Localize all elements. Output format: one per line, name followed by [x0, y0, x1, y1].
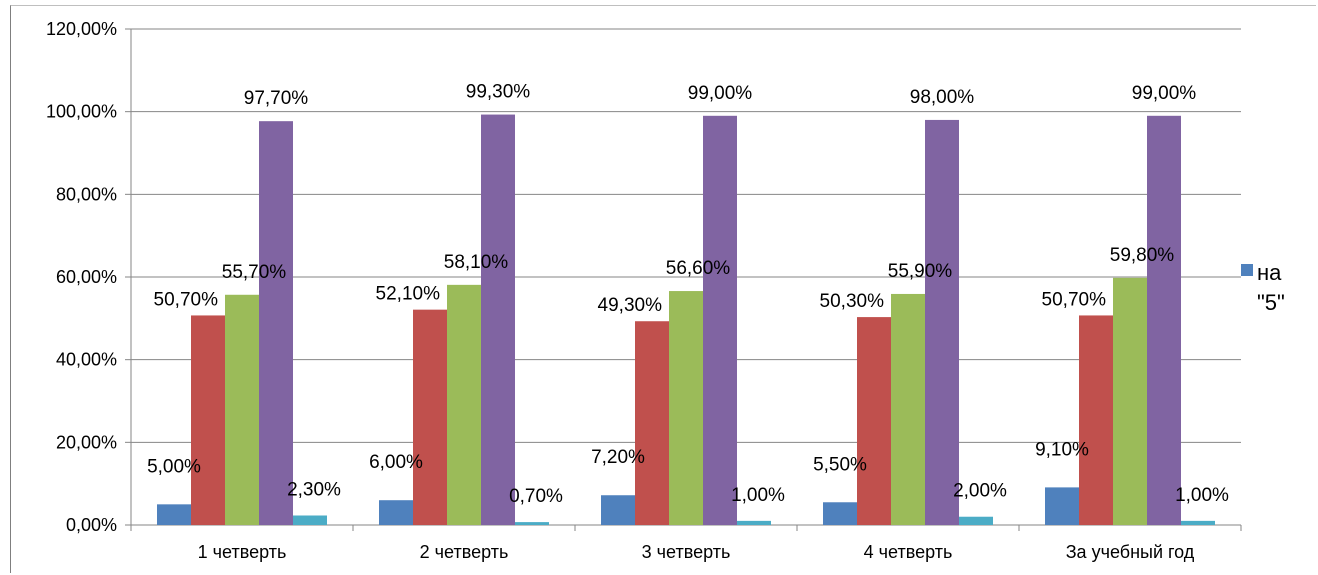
data-label: 58,10%: [444, 252, 509, 273]
legend-swatch-series-1: [1241, 264, 1253, 276]
data-label: 5,50%: [813, 454, 867, 475]
data-label: 0,70%: [509, 486, 563, 507]
bar-series-2: [413, 309, 447, 525]
bar-series-4: [259, 121, 293, 525]
data-label: 49,30%: [598, 295, 663, 316]
data-label: 56,60%: [666, 258, 731, 279]
data-label: 59,80%: [1110, 245, 1175, 266]
bar-series-3: [669, 291, 703, 525]
data-label: 52,10%: [376, 284, 441, 305]
data-label: 99,30%: [466, 82, 531, 103]
x-category-label: 1 четверть: [198, 542, 287, 562]
bar-series-5: [737, 520, 771, 525]
y-tick-label: 40,00%: [56, 350, 117, 370]
data-label: 1,00%: [731, 485, 785, 506]
data-label: 99,00%: [688, 83, 753, 104]
bar-series-3: [225, 294, 259, 525]
data-label: 1,00%: [1175, 485, 1229, 506]
bar-series-5: [515, 522, 549, 525]
data-label: 6,00%: [369, 452, 423, 473]
data-label: 50,70%: [154, 289, 219, 310]
data-label: 5,00%: [147, 456, 201, 477]
bar-series-1: [601, 495, 635, 525]
bar-series-1: [823, 502, 857, 525]
bar-series-2: [857, 317, 891, 525]
x-category-label: 4 четверть: [864, 542, 953, 562]
chart-frame: [10, 5, 1316, 573]
bar-series-2: [1079, 315, 1113, 525]
data-label: 55,90%: [888, 261, 953, 282]
bar-series-5: [293, 515, 327, 525]
y-tick-label: 0,00%: [66, 515, 117, 535]
x-category-label: 3 четверть: [642, 542, 731, 562]
bar-series-4: [481, 114, 515, 525]
bar-series-1: [379, 500, 413, 525]
bar-series-1: [157, 504, 191, 525]
y-tick-label: 80,00%: [56, 184, 117, 204]
data-label: 50,70%: [1042, 289, 1107, 310]
x-category-label: 2 четверть: [420, 542, 509, 562]
data-label: 97,70%: [244, 88, 309, 109]
bar-series-2: [191, 315, 225, 525]
x-category-label: За учебный год: [1066, 542, 1195, 562]
bar-series-5: [959, 516, 993, 525]
data-label: 7,20%: [591, 447, 645, 468]
bar-series-3: [447, 284, 481, 525]
bar-series-1: [1045, 487, 1079, 525]
data-label: 99,00%: [1132, 83, 1197, 104]
bar-series-4: [925, 119, 959, 525]
y-tick-label: 20,00%: [56, 432, 117, 452]
data-label: 55,70%: [222, 262, 287, 283]
legend-label-series-1: на "5": [1257, 260, 1285, 315]
data-label: 50,30%: [820, 291, 885, 312]
bar-series-2: [635, 321, 669, 525]
y-tick-label: 60,00%: [56, 267, 117, 287]
data-label: 2,30%: [287, 479, 341, 500]
data-label: 2,00%: [953, 481, 1007, 502]
bar-series-5: [1181, 520, 1215, 525]
bar-series-3: [891, 293, 925, 525]
bar-series-4: [1147, 115, 1181, 526]
data-label: 98,00%: [910, 87, 975, 108]
y-tick-label: 120,00%: [46, 19, 117, 39]
y-tick-label: 100,00%: [46, 102, 117, 122]
data-label: 9,10%: [1035, 439, 1089, 460]
bar-series-3: [1113, 277, 1147, 525]
bar-series-4: [703, 115, 737, 526]
